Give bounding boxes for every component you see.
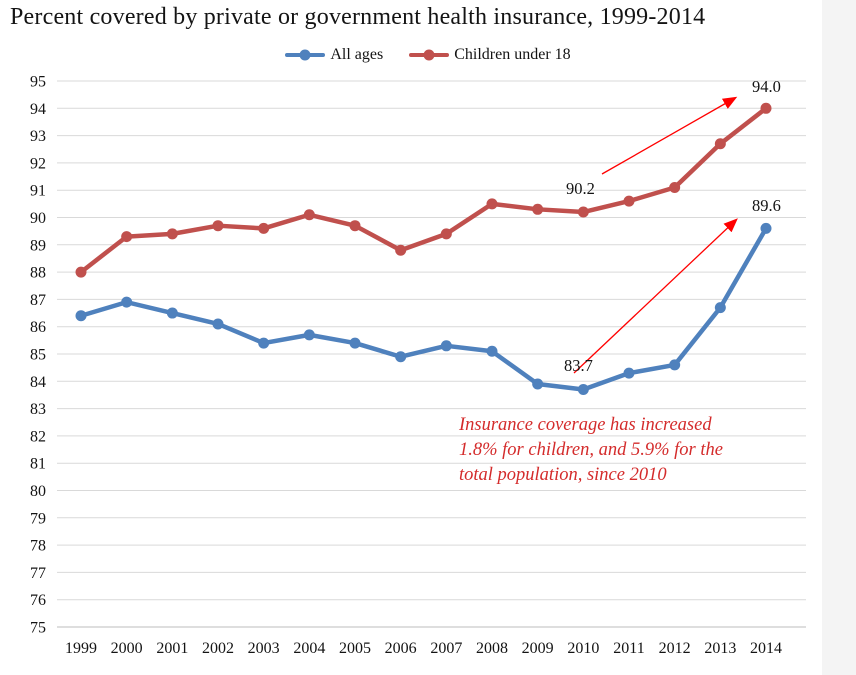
- data-point-children-under-18-2007: [440, 228, 452, 240]
- legend-label-all-ages: All ages: [330, 46, 384, 63]
- data-point-all-ages-2007: [440, 340, 452, 352]
- right-margin-band: [822, 0, 856, 675]
- data-point-children-under-18-2011: [623, 195, 635, 207]
- data-point-children-under-18-2005: [349, 220, 361, 232]
- x-axis-tick-label-1999: 1999: [65, 640, 97, 657]
- x-axis-tick-label-2000: 2000: [111, 640, 143, 657]
- x-axis-tick-label-2008: 2008: [476, 640, 508, 657]
- annotation-arrow-2: [573, 218, 738, 374]
- data-point-children-under-18-2010: [577, 206, 589, 218]
- y-axis-tick-label-91: 91: [30, 183, 46, 200]
- x-axis-tick-label-2007: 2007: [430, 640, 462, 657]
- y-axis-tick-label-88: 88: [30, 265, 46, 282]
- data-point-children-under-18-2012: [669, 181, 681, 193]
- data-point-all-ages-2008: [486, 345, 498, 357]
- point-label-90.2: 90.2: [566, 179, 595, 198]
- y-axis-tick-label-84: 84: [30, 374, 46, 391]
- x-axis-tick-label-2001: 2001: [156, 640, 188, 657]
- data-point-children-under-18-2000: [121, 231, 133, 243]
- data-point-children-under-18-2006: [395, 244, 407, 256]
- data-point-all-ages-2003: [258, 337, 270, 349]
- series-line-all-ages: [78, 226, 769, 392]
- data-point-all-ages-2012: [669, 359, 681, 371]
- data-point-all-ages-2013: [714, 302, 726, 314]
- annotation-note-line: total population, since 2010: [459, 465, 667, 485]
- data-point-all-ages-2006: [395, 351, 407, 363]
- legend-item-children-under-18: Children under 18: [409, 46, 571, 64]
- x-axis-tick-label-2002: 2002: [202, 640, 234, 657]
- legend-item-all-ages: All ages: [285, 46, 383, 64]
- all-ages-legend-marker-icon: [285, 49, 326, 61]
- y-axis-tick-label-75: 75: [30, 620, 46, 637]
- y-axis-tick-label-83: 83: [30, 401, 46, 418]
- y-axis-tick-label-77: 77: [30, 565, 46, 582]
- y-axis-tick-label-78: 78: [30, 538, 46, 555]
- chart-title: Percent covered by private or government…: [10, 4, 706, 30]
- x-axis-tick-label-2009: 2009: [522, 640, 554, 657]
- point-label-94.0: 94.0: [752, 77, 781, 96]
- data-point-all-ages-2014: [760, 222, 772, 234]
- data-point-children-under-18-2004: [303, 209, 315, 221]
- y-axis-tick-label-76: 76: [30, 592, 46, 609]
- y-axis-tick-label-80: 80: [30, 483, 46, 500]
- x-axis-tick-label-2003: 2003: [248, 640, 280, 657]
- data-point-all-ages-2004: [303, 329, 315, 341]
- legend: All ages Children under 18: [0, 46, 856, 64]
- data-point-children-under-18-2001: [166, 228, 178, 240]
- y-axis-tick-label-92: 92: [30, 155, 46, 172]
- y-axis-tick-label-89: 89: [30, 237, 46, 254]
- data-point-children-under-18-2013: [714, 138, 726, 150]
- legend-label-children-under-18: Children under 18: [454, 46, 571, 63]
- x-axis-tick-label-2004: 2004: [293, 640, 325, 657]
- annotation-arrow-1: [601, 96, 738, 175]
- y-axis-tick-label-87: 87: [30, 292, 46, 309]
- y-axis-tick-label-90: 90: [30, 210, 46, 227]
- y-axis-tick-label-94: 94: [30, 101, 46, 118]
- data-point-all-ages-2011: [623, 367, 635, 379]
- point-label-89.6: 89.6: [752, 196, 781, 215]
- y-axis-tick-label-85: 85: [30, 347, 46, 364]
- y-axis-tick-label-86: 86: [30, 319, 46, 336]
- data-point-children-under-18-2014: [760, 102, 772, 114]
- x-axis-tick-label-2012: 2012: [659, 640, 691, 657]
- x-axis-tick-label-2010: 2010: [567, 640, 599, 657]
- children-under-18-legend-marker-icon: [409, 49, 450, 61]
- data-point-all-ages-2005: [349, 337, 361, 349]
- data-point-children-under-18-1999: [75, 266, 87, 278]
- x-axis-tick-label-2006: 2006: [385, 640, 417, 657]
- y-axis-tick-label-81: 81: [30, 456, 46, 473]
- annotation-note-line: Insurance coverage has increased: [459, 415, 712, 435]
- point-label-83.7: 83.7: [564, 356, 593, 375]
- x-axis-tick-label-2005: 2005: [339, 640, 371, 657]
- data-point-all-ages-2010: [577, 383, 589, 395]
- data-point-all-ages-1999: [75, 310, 87, 322]
- y-axis-tick-label-82: 82: [30, 428, 46, 445]
- data-point-all-ages-2002: [212, 318, 224, 330]
- data-point-all-ages-2000: [121, 296, 133, 308]
- x-axis-tick-label-2013: 2013: [704, 640, 736, 657]
- annotation-note-line: 1.8% for children, and 5.9% for the: [459, 440, 723, 460]
- series-line-children-under-18: [78, 106, 769, 275]
- y-axis-tick-label-95: 95: [30, 74, 46, 91]
- y-axis-tick-label-79: 79: [30, 510, 46, 527]
- x-axis-tick-label-2014: 2014: [750, 640, 782, 657]
- data-point-children-under-18-2002: [212, 220, 224, 232]
- data-point-all-ages-2009: [532, 378, 544, 390]
- data-point-children-under-18-2009: [532, 203, 544, 215]
- data-point-all-ages-2001: [166, 307, 178, 319]
- annotation-note: Insurance coverage has increased 1.8% fo…: [459, 413, 723, 488]
- x-axis-tick-label-2011: 2011: [613, 640, 644, 657]
- data-point-children-under-18-2003: [258, 222, 270, 234]
- data-point-children-under-18-2008: [486, 198, 498, 210]
- y-axis-tick-label-93: 93: [30, 128, 46, 145]
